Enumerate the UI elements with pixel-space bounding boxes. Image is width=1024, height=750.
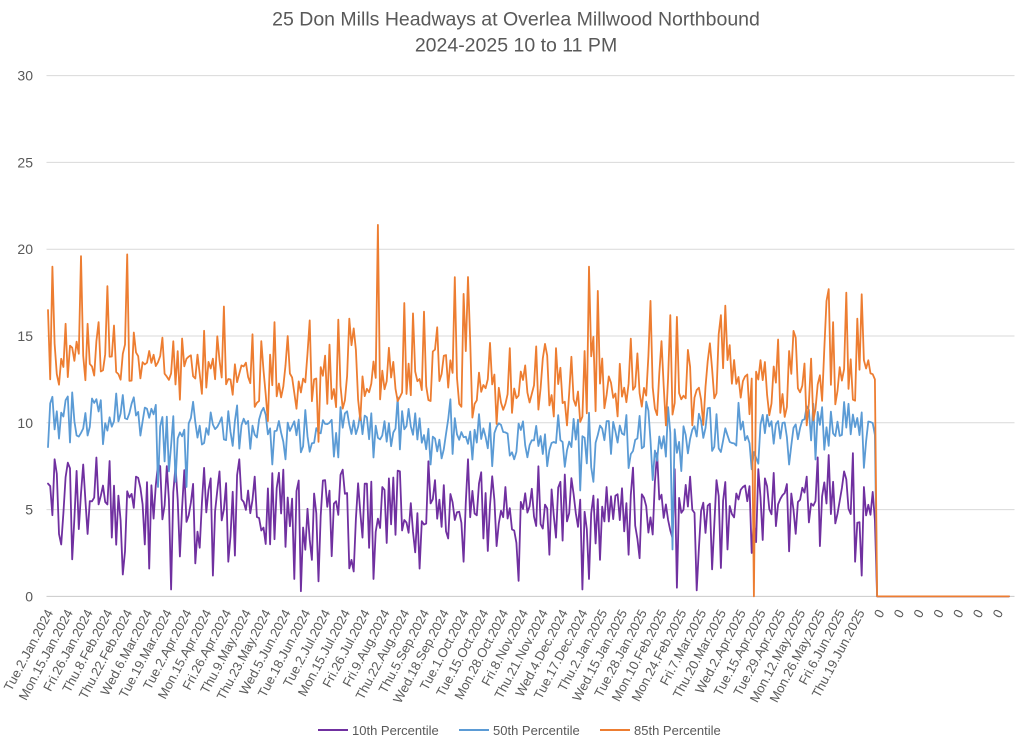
svg-text:10: 10 [17, 415, 33, 431]
svg-text:85th Percentile: 85th Percentile [634, 723, 721, 738]
svg-text:30: 30 [17, 68, 33, 84]
svg-text:10th Percentile: 10th Percentile [352, 723, 439, 738]
svg-text:20: 20 [17, 241, 33, 257]
svg-text:5: 5 [25, 502, 33, 518]
svg-text:25 Don Mills Headways at Overl: 25 Don Mills Headways at Overlea Millwoo… [272, 9, 760, 31]
svg-text:25: 25 [17, 154, 33, 170]
svg-text:50th Percentile: 50th Percentile [493, 723, 580, 738]
svg-text:15: 15 [17, 328, 33, 344]
svg-text:0: 0 [25, 588, 33, 604]
svg-text:2024-2025 10 to 11 PM: 2024-2025 10 to 11 PM [415, 35, 617, 57]
